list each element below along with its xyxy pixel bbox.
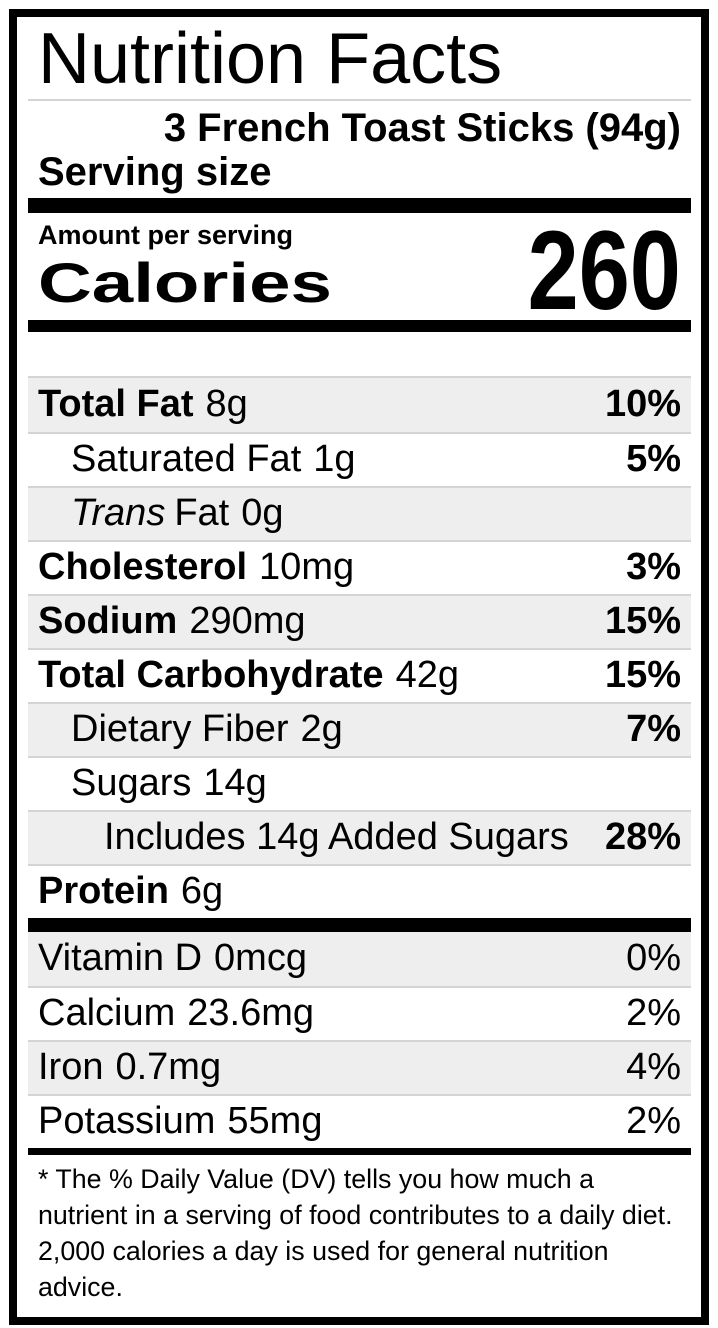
vitamin-row: Potassium 55mg 2% — [28, 1094, 691, 1148]
nutrient-value: 10mg — [259, 546, 355, 589]
nutrient-daily-value: 15% — [604, 654, 681, 697]
vitamin-daily-value: 4% — [626, 1046, 681, 1089]
nutrient-row: Trans Fat 0g — [28, 486, 691, 541]
thick-separator-bar — [28, 198, 691, 214]
nutrient-label: Includes 14g Added Sugars — [104, 816, 569, 859]
nutrient-label: Sugars — [71, 762, 192, 805]
nutrient-value: 8g — [205, 383, 248, 426]
nutrient-daily-value: 7% — [626, 708, 681, 751]
nutrient-row: Includes 14g Added Sugars 28% — [28, 810, 691, 865]
vitamin-value: 55mg — [227, 1100, 323, 1143]
vitamin-daily-value: 0% — [626, 937, 681, 980]
nutrient-value: 290mg — [189, 600, 306, 643]
nutrient-value: 0g — [241, 492, 284, 535]
nutrient-label: Total Carbohydrate — [38, 654, 384, 697]
thick-separator-bar — [28, 918, 691, 933]
serving-size-value: 3 French Toast Sticks (94g) — [163, 106, 681, 151]
vitamin-value: 0.7mg — [115, 1046, 222, 1089]
vitamin-value: 0mcg — [214, 937, 307, 980]
nutrient-value: 2g — [300, 708, 343, 751]
calories-value: 260 — [527, 208, 681, 334]
nutrient-label: Cholesterol — [38, 546, 248, 589]
nutrient-value: 14g — [203, 762, 267, 805]
calories-section: Amount per serving Calories 260 — [28, 208, 691, 334]
nutrient-row: Total Fat 8g 10% — [28, 378, 691, 433]
nutrient-label: Sodium — [38, 600, 178, 643]
nutrient-daily-value: 5% — [626, 438, 681, 481]
daily-value-header-row — [28, 332, 691, 379]
nutrient-value: 42g — [395, 654, 459, 697]
amount-per-serving-label: Amount per serving — [38, 220, 294, 251]
vitamin-label: Potassium — [38, 1100, 216, 1143]
vitamin-value: 23.6mg — [187, 992, 314, 1035]
nutrient-label: Saturated Fat — [71, 438, 302, 481]
serving-size-label: Serving size — [38, 150, 272, 195]
vitamin-daily-value: 2% — [626, 992, 681, 1035]
thin-separator-bar — [28, 1148, 691, 1156]
nutrient-daily-value: 28% — [604, 816, 681, 859]
vitamin-label: Vitamin D — [38, 937, 203, 980]
vitamin-label: Iron — [38, 1046, 104, 1089]
nutrient-value: 6g — [180, 870, 224, 913]
nutrient-label: Trans Fat — [71, 492, 230, 535]
nutrient-daily-value: 3% — [626, 546, 681, 589]
vitamin-row: Calcium 23.6mg 2% — [28, 986, 691, 1040]
nutrient-row: Sodium 290mg 15% — [28, 594, 691, 649]
vitamin-rows: Vitamin D 0mcg 0% Calcium 23.6mg 2% Iron… — [28, 932, 691, 1148]
nutrient-value: 1g — [313, 438, 356, 481]
nutrient-row: Sugars 14g — [28, 756, 691, 810]
nutrient-row: Protein 6g — [28, 864, 691, 918]
nutrient-daily-value: 10% — [604, 383, 681, 426]
vitamin-row: Vitamin D 0mcg 0% — [28, 932, 691, 987]
nutrient-label: Dietary Fiber — [71, 708, 289, 751]
vitamin-label: Calcium — [38, 992, 176, 1035]
nutrient-row: Dietary Fiber 2g 7% — [28, 702, 691, 757]
nutrient-label: Total Fat — [38, 383, 194, 426]
thick-separator-bar — [28, 320, 691, 333]
vitamin-row: Iron 0.7mg 4% — [28, 1040, 691, 1095]
nutrient-row: Saturated Fat 1g 5% — [28, 432, 691, 486]
daily-value-footnote: * The % Daily Value (DV) tells you how m… — [38, 1164, 673, 1303]
nutrient-row: Total Carbohydrate 42g 15% — [28, 648, 691, 702]
nutrient-daily-value: 15% — [604, 600, 681, 643]
nutrient-rows: Total Fat 8g 10% Saturated Fat 1g 5% Tra… — [28, 378, 691, 918]
nutrient-row: Cholesterol 10mg 3% — [28, 540, 691, 594]
serving-size-row: 3 French Toast Sticks (94g) Serving size — [28, 101, 691, 198]
vitamin-daily-value: 2% — [626, 1100, 681, 1143]
label-title: Nutrition Facts — [38, 19, 503, 99]
calories-label: Calories — [38, 250, 332, 314]
nutrition-facts-label: Nutrition Facts 3 French Toast Sticks (9… — [9, 9, 709, 1326]
title-divider — [28, 99, 691, 102]
nutrient-label: Protein — [38, 870, 169, 913]
